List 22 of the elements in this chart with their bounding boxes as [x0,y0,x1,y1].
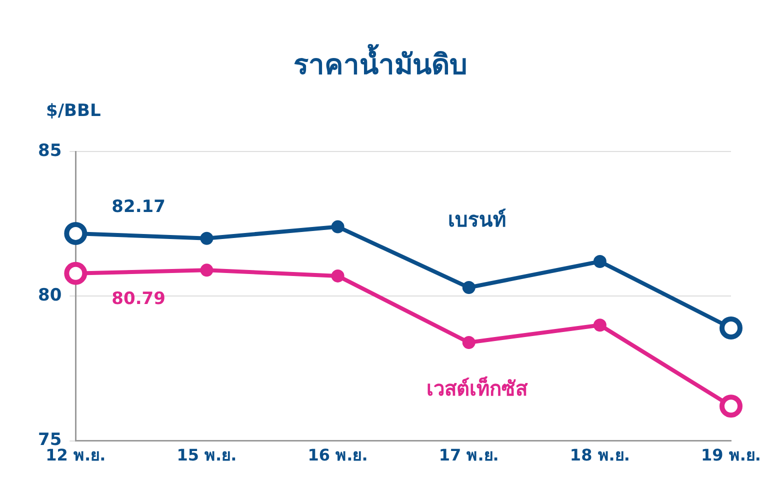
chart-title: ราคาน้ำมันดิบ [294,43,468,82]
data-label: 80.79 [112,288,166,309]
x-tick-label: 19 พ.ย. [701,446,761,465]
x-tick-label: 17 พ.ย. [438,446,499,465]
text: เบรนท์ [448,208,506,232]
x-tick-label: 12 พ.ย. [46,446,106,465]
y-axis-title: $/BBL [46,101,101,122]
point [462,336,476,349]
x-tick-label: 15 พ.ย. [176,446,237,465]
data-label: 82.17 [112,196,166,217]
point [331,269,344,282]
point [200,264,214,277]
x-tick-label: 18 พ.ย. [570,446,630,465]
y-tick-label: 85 [38,141,62,162]
point [593,318,606,332]
point [593,254,606,268]
text: เวสต์เท็กซัส [426,376,528,401]
point [200,232,214,245]
point [331,220,344,234]
point [462,281,476,294]
y-tick-label: 80 [38,286,62,306]
x-tick-label: 16 พ.ย. [308,446,368,465]
